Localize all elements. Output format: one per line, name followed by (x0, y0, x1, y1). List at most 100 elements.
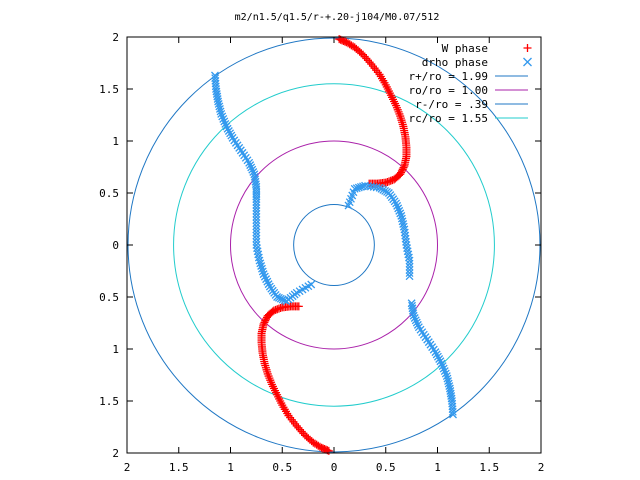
drho-phase-point (402, 241, 411, 249)
x-tick-label: 0 (331, 461, 338, 474)
drho-phase-point (258, 264, 266, 273)
w-phase-point (399, 163, 408, 172)
drho-phase-point (252, 206, 261, 215)
drho-phase-point (435, 355, 444, 363)
drho-phase-point (252, 237, 261, 246)
legend-label: rc/ro = 1.55 (409, 112, 488, 125)
w-phase-point (397, 166, 406, 175)
x-tick-label: 0.5 (272, 461, 292, 474)
w-phase-point (294, 302, 303, 311)
drho-phase-point (395, 206, 404, 215)
legend-label: ro/ro = 1.00 (409, 84, 488, 97)
drho-phase-point (252, 209, 261, 218)
y-tick-label: 1 (112, 343, 119, 356)
legend-symbol (523, 44, 532, 52)
drho-phase-point (246, 161, 255, 170)
drho-phase-point (252, 201, 261, 210)
drho-phase-point (404, 250, 413, 259)
drho-phase-point (226, 129, 235, 138)
drho-phase-point (264, 280, 273, 289)
drho-phase-point (254, 253, 263, 262)
drho-phase-point (252, 241, 261, 249)
drho-phase-point (413, 320, 422, 329)
drho-phase-point (405, 269, 414, 278)
y-tick-label: 0 (112, 239, 119, 252)
w-phase-point (262, 315, 271, 324)
x-tick-label: 1.5 (479, 461, 499, 474)
drho-phase-point (224, 127, 233, 135)
drho-phase-point (217, 110, 226, 118)
drho-phase-point (433, 352, 442, 361)
drho-phase-point (257, 262, 266, 270)
drho-phase-point (403, 247, 412, 256)
w-phase-point (261, 316, 270, 325)
drho-phase-point (253, 244, 261, 253)
x-tick-label: 0.5 (376, 461, 396, 474)
y-tick-label: 1.5 (99, 83, 119, 96)
data-series (211, 35, 457, 455)
drho-phase-point (442, 372, 451, 380)
drho-phase-point (252, 231, 261, 240)
drho-phase-point (248, 165, 257, 174)
w-phase-point (398, 165, 407, 174)
drho-phase-point (260, 272, 269, 281)
drho-phase-point (405, 256, 414, 265)
drho-phase-point (443, 374, 452, 383)
legend-label: drho phase (422, 56, 488, 69)
y-tick-label: 1 (112, 135, 119, 148)
drho-phase-point (394, 204, 403, 213)
circle-3 (173, 83, 495, 407)
drho-phase-point (253, 247, 262, 256)
axes: 2 1.5 1 0.5 0 0.5 1 1.5 221.510.500.511.52 (99, 31, 544, 474)
drho-phase-point (404, 253, 413, 262)
drho-phase-point (252, 204, 261, 212)
drho-phase-point (252, 195, 261, 204)
y-tick-label: 0.5 (99, 187, 119, 200)
drho-phase-point (438, 362, 447, 371)
drho-phase-point (436, 357, 445, 366)
drho-phase-point (262, 275, 271, 284)
drho-phase-point (393, 201, 402, 210)
drho-phase-point (408, 301, 416, 310)
legend-label: r+/ro = 1.99 (409, 70, 488, 83)
drho-phase-point (396, 209, 405, 218)
drho-phase-point (227, 131, 236, 140)
legend-label: r-/ro = .39 (415, 98, 488, 111)
drho-phase-point (440, 367, 449, 376)
drho-phase-point (252, 225, 261, 234)
drho-phase-point (407, 299, 416, 308)
drho-phase-point (402, 237, 410, 246)
drho-phase-point (221, 119, 230, 128)
drho-phase-point (412, 318, 421, 327)
drho-phase-point (252, 234, 261, 243)
x-tick-label: 2 (124, 461, 131, 474)
circle-2 (293, 203, 375, 287)
y-tick-label: 2 (112, 31, 119, 44)
y-tick-label: 1.5 (99, 395, 119, 408)
drho-phase-point (252, 228, 261, 237)
drho-phase-point (411, 316, 420, 325)
drho-phase-point (252, 212, 261, 221)
drho-phase-point (397, 214, 406, 223)
drho-phase-point (219, 114, 228, 123)
x-tick-label: 1.5 (169, 461, 189, 474)
x-tick-label: 2 (538, 461, 545, 474)
drho-phase-point (252, 222, 261, 231)
x-tick-label: 1 (434, 461, 441, 474)
drho-phase-point (437, 359, 446, 368)
x-tick-label: 1 (227, 461, 234, 474)
drho-phase-point (401, 231, 410, 240)
drho-phase-point (252, 216, 261, 224)
drho-phase-point (441, 369, 450, 378)
drho-phase-point (252, 219, 261, 228)
drho-phase-point (216, 107, 225, 116)
legend-label: W phase (442, 42, 488, 55)
drho-phase-point (401, 234, 410, 243)
drho-phase-point (252, 198, 261, 207)
drho-phase-point (405, 262, 414, 271)
drho-phase-point (405, 259, 414, 268)
drho-phase-point (397, 211, 406, 220)
drho-phase-point (405, 272, 414, 281)
